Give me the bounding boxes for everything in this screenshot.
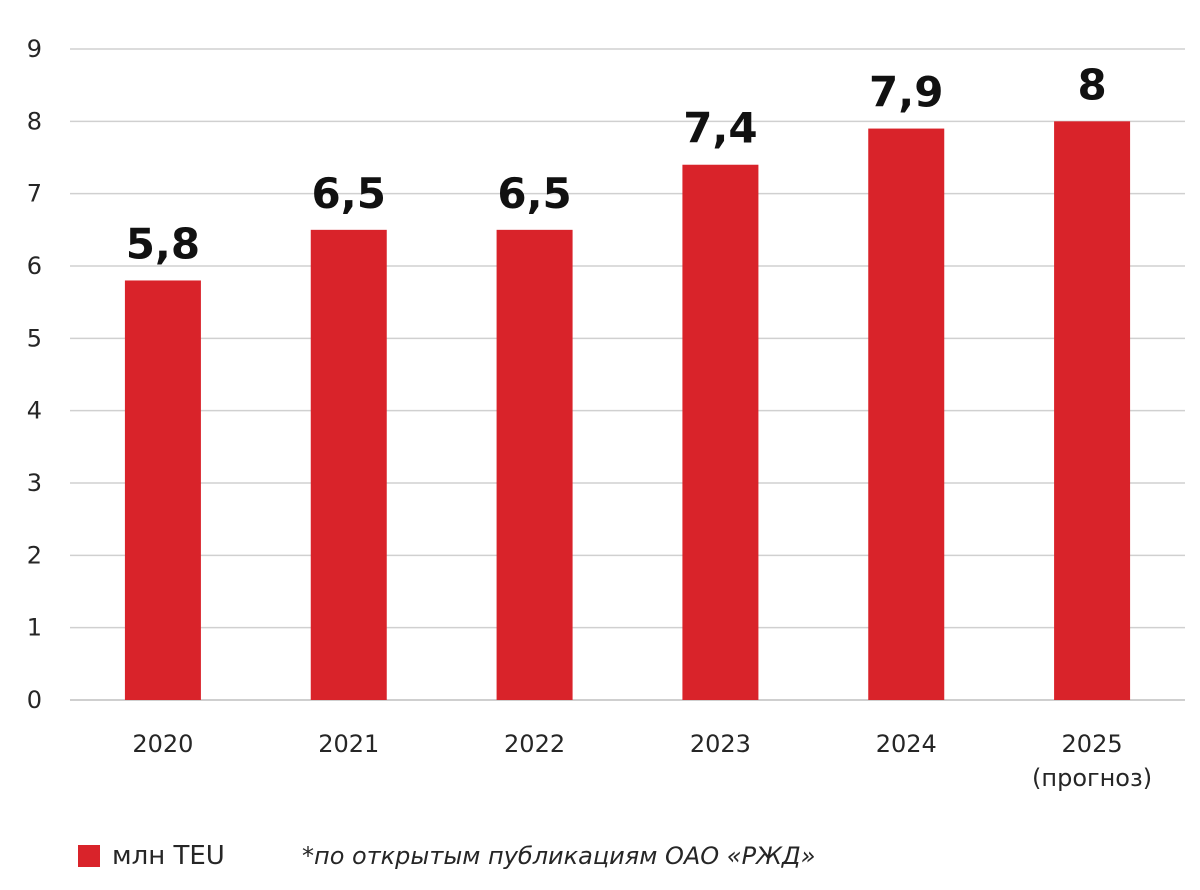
legend-swatch (78, 845, 100, 867)
y-tick-label: 0 (27, 686, 42, 714)
gridlines (70, 48, 1185, 701)
data-label-2023: 7,4 (683, 104, 757, 153)
legend-label: млн TEU (112, 841, 225, 871)
data-label-2024: 7,9 (869, 68, 943, 117)
y-axis-ticks: 0 1 2 3 4 5 6 7 8 9 (27, 35, 42, 714)
y-tick-label: 9 (27, 35, 42, 63)
y-tick-label: 8 (27, 107, 42, 135)
data-labels: 5,8 6,5 6,5 7,4 7,9 8 (126, 60, 1107, 268)
x-tick-label-2022: 2022 (504, 730, 565, 758)
x-tick-sublabel-2025: (прогноз) (1032, 764, 1152, 792)
data-label-2022: 6,5 (497, 169, 571, 218)
legend: млн TEU (78, 836, 225, 876)
data-label-2025: 8 (1077, 60, 1106, 109)
y-tick-label: 6 (27, 252, 42, 280)
y-tick-label: 5 (27, 324, 42, 352)
bar-2020 (124, 280, 201, 700)
data-label-2021: 6,5 (312, 169, 386, 218)
x-tick-label-2021: 2021 (318, 730, 379, 758)
y-tick-label: 1 (27, 614, 42, 642)
bar-2023 (682, 164, 759, 700)
bar-2024 (868, 128, 945, 701)
x-tick-label-2024: 2024 (876, 730, 937, 758)
bars (124, 121, 1131, 701)
bar-2025 (1054, 121, 1131, 701)
footnote: *по открытым публикациям ОАО «РЖД» (302, 842, 816, 870)
x-tick-label-2023: 2023 (690, 730, 751, 758)
y-tick-label: 7 (27, 180, 42, 208)
y-tick-label: 3 (27, 469, 42, 497)
y-tick-label: 4 (27, 397, 42, 425)
y-tick-label: 2 (27, 541, 42, 569)
data-label-2020: 5,8 (126, 219, 200, 268)
x-tick-label-2025: 2025 (1062, 730, 1123, 758)
x-tick-label-2020: 2020 (132, 730, 193, 758)
x-axis-labels: 2020 2021 2022 2023 2024 2025 (прогноз) (132, 730, 1152, 792)
bar-2022 (496, 229, 573, 701)
bar-2021 (310, 229, 387, 701)
